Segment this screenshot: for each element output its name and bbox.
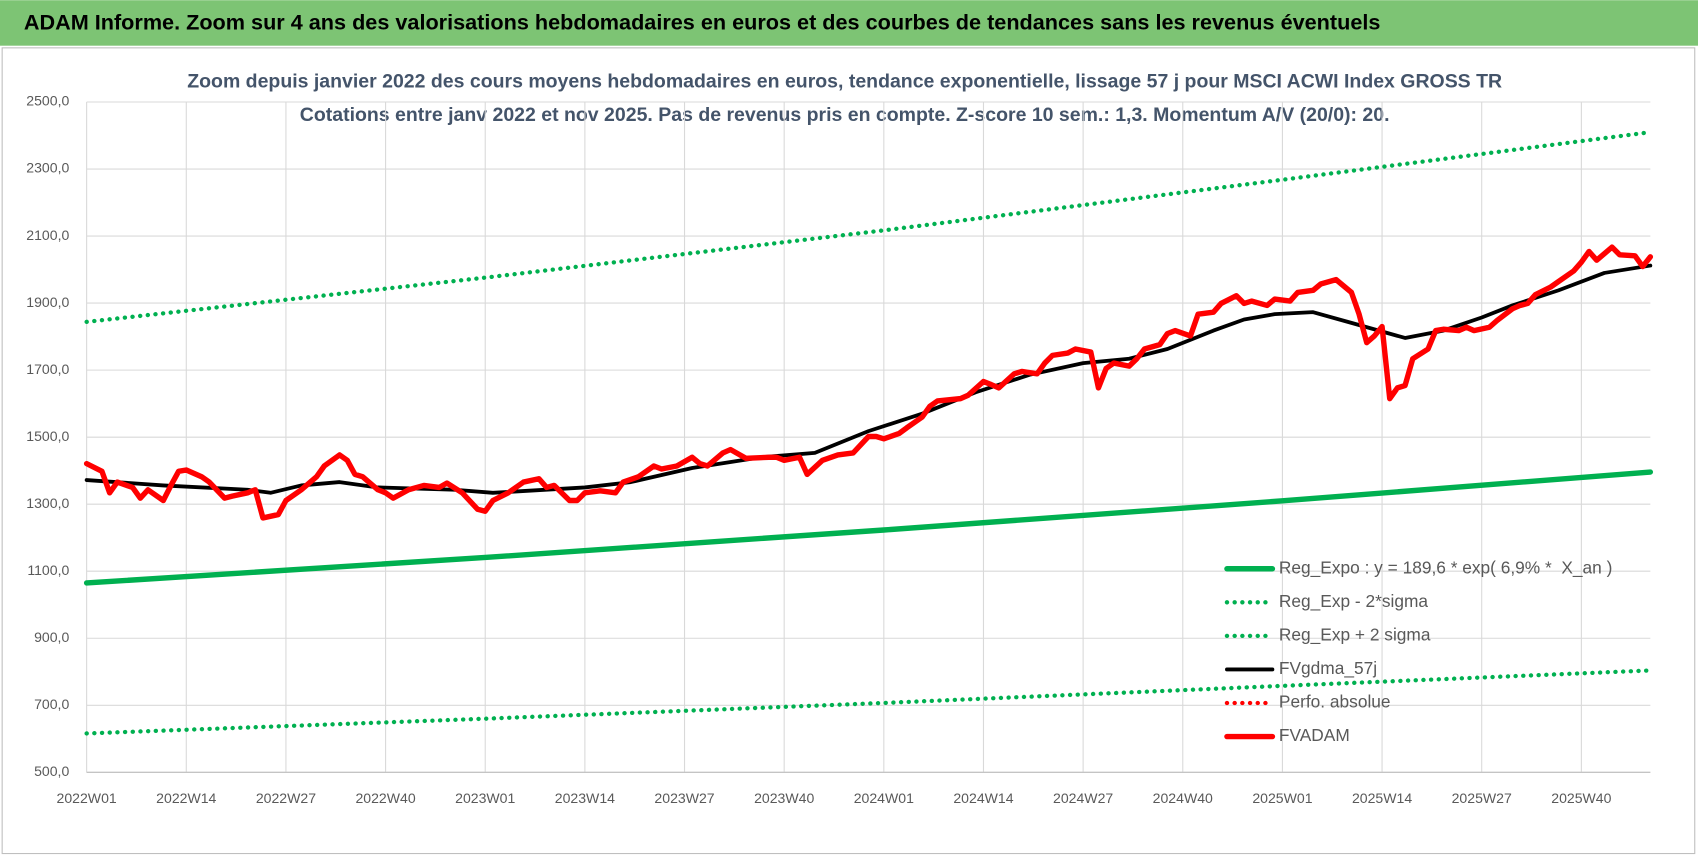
y-tick-label: 900,0 [34,629,69,645]
legend-label: Reg_Exp - 2*sigma [1279,591,1429,611]
y-tick-label: 1700,0 [26,361,69,377]
x-tick-label: 2025W14 [1352,790,1412,806]
x-tick-label: 2025W40 [1551,790,1611,806]
x-tick-label: 2024W40 [1153,790,1213,806]
x-tick-label: 2025W01 [1252,790,1312,806]
y-tick-label: 700,0 [34,696,69,712]
chart-subtitle: Cotations entre janv 2022 et nov 2025. P… [300,104,1390,126]
x-tick-label: 2024W27 [1053,790,1113,806]
y-tick-label: 500,0 [34,763,69,779]
x-tick-label: 2024W14 [953,790,1013,806]
y-tick-label: 2500,0 [26,93,69,109]
legend-label: FVADAM [1279,725,1350,745]
y-tick-label: 1900,0 [26,294,69,310]
y-tick-label: 2300,0 [26,160,69,176]
series-line [84,130,1653,325]
x-tick-label: 2023W01 [455,790,515,806]
header-bar [0,0,1698,46]
y-tick-label: 2100,0 [26,227,69,243]
series-line [83,469,1654,586]
y-tick-label: 1300,0 [26,495,69,511]
x-tick-label: 2023W14 [555,790,615,806]
y-tick-label: 1500,0 [26,428,69,444]
x-tick-label: 2023W27 [654,790,714,806]
chart-border [1,47,1696,855]
x-tick-label: 2025W27 [1452,790,1512,806]
chart-title: Zoom depuis janvier 2022 des cours moyen… [187,71,1502,93]
series-line [83,244,1654,521]
x-tick-label: 2023W40 [754,790,814,806]
x-tick-label: 2022W01 [57,790,117,806]
x-tick-label: 2022W40 [355,790,415,806]
legend-label: FVgdma_57j [1279,658,1377,678]
x-tick-label: 2022W27 [256,790,316,806]
x-tick-label: 2022W14 [156,790,216,806]
legend-label: Reg_Exp + 2 sigma [1279,624,1431,644]
series-line [84,263,1653,495]
header-title: ADAM Informe. Zoom sur 4 ans des valoris… [24,10,1381,35]
y-tick-label: 1100,0 [27,562,69,578]
x-tick-label: 2024W01 [854,790,914,806]
legend-label: Reg_Expo : y = 189,6 * exp( 6,9% * X_an … [1279,557,1612,577]
series-line [84,668,1653,736]
legend-label: Perfo. absolue [1279,692,1391,712]
